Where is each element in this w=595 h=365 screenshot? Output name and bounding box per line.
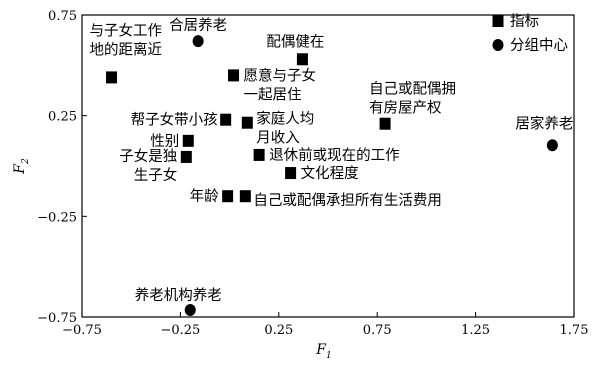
group-center-marker: [546, 139, 558, 152]
point-label: 自己或配偶拥: [369, 81, 456, 98]
indicator-marker: [220, 113, 232, 126]
point-label: 性别: [150, 133, 179, 150]
axis-tick-labels: −0.75 −0.25 0.25 0.75 1.25 1.75 −0.75 −0.25 0.25…: [37, 9, 588, 338]
y-tick-label: −0.25: [37, 210, 77, 225]
indicator-marker: [222, 190, 234, 203]
y-tick-label: 0.75: [48, 9, 77, 24]
indicator-marker: [180, 150, 192, 163]
indicator-marker: [228, 69, 240, 82]
point-label: 与子女工作: [90, 21, 162, 39]
point-label: 退休前或现在的工作: [269, 147, 400, 164]
point-label: 居家养老: [515, 115, 573, 132]
point-label: 有房屋产权: [369, 100, 442, 117]
point-label: 家庭人均: [256, 111, 314, 128]
y-axis-title-subscript: 2: [21, 158, 31, 165]
indicator-marker: [106, 71, 118, 84]
indicator-marker: [285, 167, 297, 180]
x-axis-title-subscript: 1: [326, 351, 332, 361]
x-axis-title: F1: [315, 342, 331, 361]
x-tick-label: 1.75: [560, 323, 589, 338]
plot-frame: [81, 14, 575, 318]
x-tick-label: 1.25: [461, 323, 490, 338]
point-label: 年龄: [190, 188, 219, 205]
y-tick-label: −0.75: [37, 311, 77, 326]
x-tick-label: −0.75: [62, 323, 102, 338]
x-tick-label: −0.25: [160, 323, 200, 338]
y-axis-title: F2: [12, 158, 31, 175]
group-center-marker: [192, 35, 204, 48]
legend-label: 指标: [510, 13, 539, 30]
point-label: 愿意与子女: [244, 66, 317, 84]
indicator-marker: [379, 117, 391, 130]
point-label: 月收入: [256, 130, 300, 147]
legend-square-icon: [492, 15, 504, 27]
indicator-marker: [253, 148, 265, 161]
point-label: 一起居住: [244, 86, 302, 103]
point-label: 合居养老: [169, 17, 227, 34]
legend-circle-icon: [492, 39, 504, 51]
axis-ticks: [81, 14, 575, 318]
point-label: 配偶健在: [266, 33, 324, 50]
point-label: 地的距离近: [90, 41, 162, 58]
point-label: 文化程度: [301, 165, 359, 182]
indicator-marker: [182, 134, 194, 147]
point-label: 养老机构养老: [135, 287, 222, 304]
point-label: 自己或配偶承担所有生活费用: [253, 192, 442, 209]
x-tick-label: 0.75: [363, 323, 392, 338]
point-label: 生子女: [134, 166, 178, 184]
legend-label: 分组中心: [510, 37, 568, 54]
y-tick-label: 0.25: [48, 110, 77, 125]
point-label: 子女是独: [119, 147, 177, 165]
x-tick-label: 0.25: [264, 323, 293, 338]
indicator-marker: [296, 53, 308, 66]
indicator-marker: [241, 116, 253, 129]
data-points: [106, 35, 558, 316]
point-label: 帮子女带小孩: [131, 111, 218, 129]
group-center-marker: [184, 303, 196, 316]
indicator-marker: [239, 190, 251, 203]
